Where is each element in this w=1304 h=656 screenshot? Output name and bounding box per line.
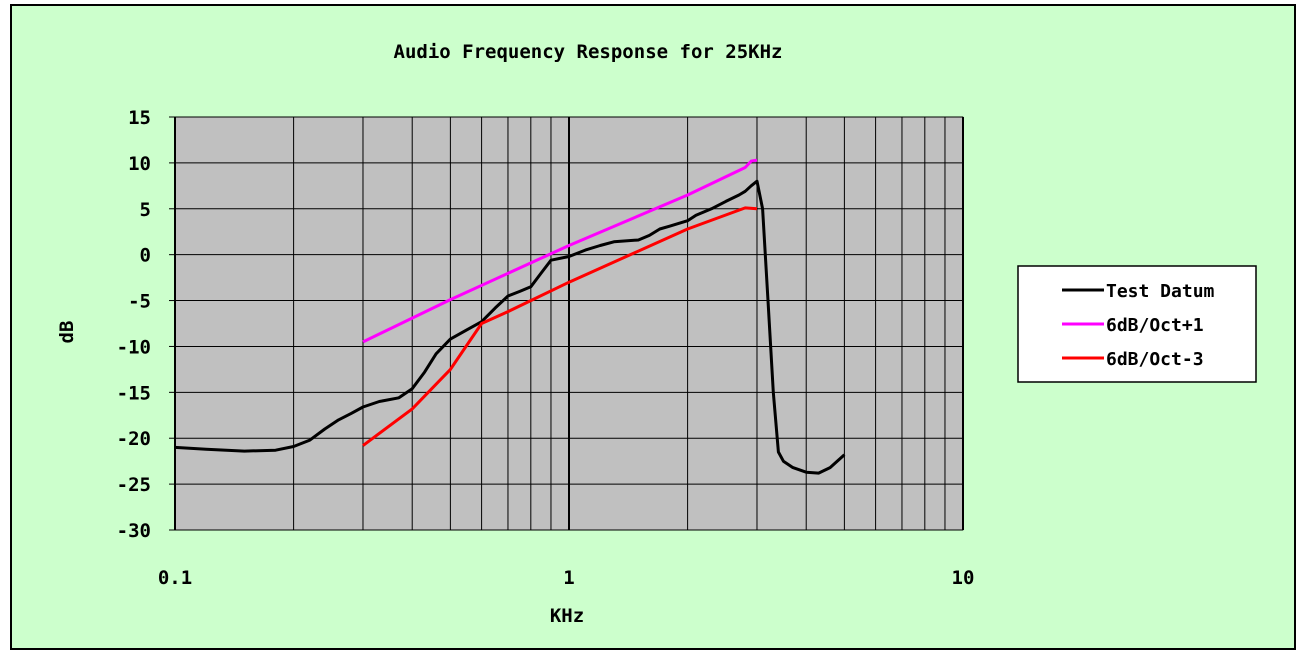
legend-label: 6dB/Oct-3: [1106, 349, 1204, 370]
y-tick-label: -15: [117, 382, 151, 404]
legend-box: [1017, 265, 1257, 383]
x-axis-label: KHz: [550, 605, 584, 627]
grid: [174, 116, 964, 531]
legend-label: 6dB/Oct+1: [1106, 315, 1204, 336]
y-tick-label: 5: [140, 199, 151, 221]
x-axis-ticks: 0.1 1 10: [158, 567, 975, 589]
x-tick-label: 1: [563, 567, 574, 589]
y-tick-label: -20: [117, 428, 151, 450]
x-tick-label: 0.1: [158, 567, 192, 589]
series-lines: [174, 158, 846, 475]
y-axis-ticks: 15 10 5 0 -5 -10 -15 -20 -25 -30: [117, 107, 175, 542]
legend-label: Test Datum: [1106, 281, 1215, 302]
y-tick-label: 15: [128, 107, 151, 129]
y-tick-label: 0: [140, 245, 151, 267]
series-line-2: [362, 206, 758, 447]
series-line-0: [174, 179, 846, 475]
y-tick-label: -30: [117, 520, 151, 542]
y-tick-label: 10: [128, 153, 151, 175]
legend: Test Datum 6dB/Oct+1 6dB/Oct-3: [1017, 265, 1257, 383]
y-tick-label: -10: [117, 336, 151, 358]
x-tick-label: 10: [952, 567, 975, 589]
chart-title: Audio Frequency Response for 25KHz: [394, 41, 783, 63]
y-tick-label: -5: [128, 291, 151, 313]
y-axis-label: dB: [56, 321, 78, 344]
y-tick-label: -25: [117, 474, 151, 496]
series-line-1: [362, 158, 758, 344]
